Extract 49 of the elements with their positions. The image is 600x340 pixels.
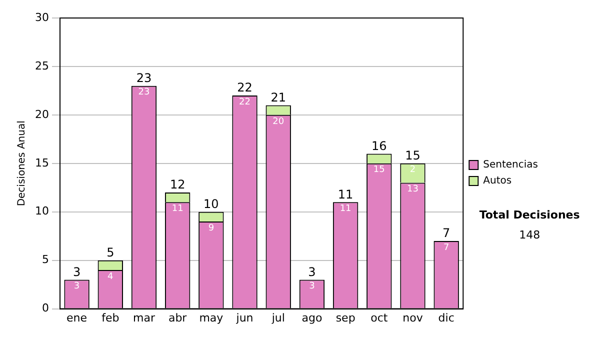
y-tick-label: 10 <box>34 204 49 218</box>
data-label: 11 <box>340 204 352 214</box>
data-label: 3 <box>74 282 80 292</box>
y-tick-label: 15 <box>34 156 49 170</box>
x-tick-label: ene <box>66 311 88 324</box>
data-label: 4 <box>108 272 114 282</box>
data-label: 11 <box>172 204 184 214</box>
y-axis-title: Decisiones Anual <box>16 120 28 206</box>
total-label: 12 <box>170 178 186 192</box>
x-tick-label: ago <box>302 311 322 324</box>
data-label: 22 <box>239 97 250 108</box>
total-label: 10 <box>204 196 219 211</box>
data-label: 2 <box>410 165 416 176</box>
legend-label: Sentencias <box>483 160 538 171</box>
x-tick-label: nov <box>402 311 424 324</box>
x-tick-label: oct <box>370 311 388 324</box>
data-label: 9 <box>208 223 214 234</box>
total-label: 16 <box>372 138 387 153</box>
total-label: 5 <box>106 245 114 260</box>
x-tick-label: jul <box>270 311 285 324</box>
y-tick-label: 5 <box>42 253 49 266</box>
total-label: 15 <box>405 148 420 163</box>
total-label: 22 <box>237 80 252 95</box>
total-label: 3 <box>72 264 81 279</box>
total-label: 21 <box>270 90 286 104</box>
x-tick-label: sep <box>336 311 356 324</box>
x-tick-label: jun <box>235 311 254 324</box>
x-tick-label: feb <box>102 311 120 324</box>
x-tick-label: dic <box>438 311 454 324</box>
total-label: 23 <box>136 70 152 85</box>
total-label: 11 <box>338 187 354 202</box>
data-label: 3 <box>309 282 315 292</box>
data-label: 23 <box>138 88 150 98</box>
x-tick-label: mar <box>132 311 156 324</box>
y-tick-label: 0 <box>42 302 49 315</box>
text: Total Decisiones <box>479 208 580 222</box>
data-label: 20 <box>272 116 284 127</box>
text: 148 <box>519 228 540 242</box>
x-tick-label: abr <box>168 311 188 324</box>
y-tick-label: 25 <box>34 59 49 72</box>
data-label: 13 <box>407 184 418 195</box>
total-label: 7 <box>442 226 450 240</box>
legend-label: Autos <box>483 176 512 187</box>
data-label: 7 <box>443 242 450 253</box>
y-tick-label: 30 <box>34 10 49 24</box>
total-label: 3 <box>308 264 316 279</box>
data-label: 15 <box>373 165 385 176</box>
x-tick-label: may <box>199 311 224 324</box>
y-tick-label: 20 <box>34 108 49 121</box>
